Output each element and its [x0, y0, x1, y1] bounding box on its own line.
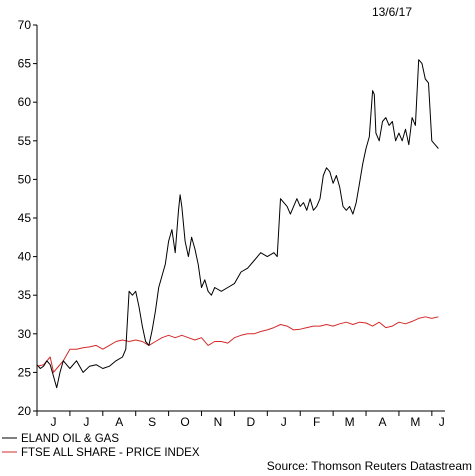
- x-tick-label: A: [378, 415, 386, 429]
- x-tick-label: O: [180, 415, 189, 429]
- x-tick-label: M: [345, 415, 355, 429]
- legend: ELAND OIL & GAS FTSE ALL SHARE - PRICE IN…: [2, 433, 200, 459]
- x-tick-label: A: [115, 415, 123, 429]
- series-layer: [36, 59, 439, 389]
- legend-label: FTSE ALL SHARE - PRICE INDEX: [21, 447, 200, 459]
- y-tick-label: 30: [18, 327, 32, 341]
- y-tick-label: 40: [18, 250, 32, 264]
- axes: 20 25 30 35 40 45 50 55 60 65 70 J J A S O N D J F M A M J: [18, 18, 445, 429]
- x-tick-label: J: [83, 415, 89, 429]
- y-tick-label: 55: [18, 134, 32, 148]
- y-tick-label: 65: [18, 57, 32, 71]
- x-tick-label: S: [148, 415, 156, 429]
- series-line-ftse-all-share-price-index: [36, 316, 439, 373]
- x-tick-label: J: [439, 415, 445, 429]
- y-tick-label: 25: [18, 365, 32, 379]
- y-tick-label: 50: [18, 172, 32, 186]
- series-line-eland-oil-gas: [36, 59, 439, 389]
- x-tick-label: F: [313, 415, 320, 429]
- legend-label: ELAND OIL & GAS: [21, 433, 119, 445]
- x-tick-label: D: [247, 415, 256, 429]
- x-tick-label: J: [50, 415, 56, 429]
- x-tick-label: N: [214, 415, 223, 429]
- y-tick-label: 45: [18, 211, 32, 225]
- date-label: 13/6/17: [372, 5, 412, 19]
- x-tick-label: J: [281, 415, 287, 429]
- y-tick-label: 60: [18, 95, 32, 109]
- y-tick-label: 20: [18, 404, 32, 418]
- source-note: Source: Thomson Reuters Datastream: [267, 459, 472, 473]
- x-tick-label: M: [410, 415, 420, 429]
- y-tick-label: 35: [18, 288, 32, 302]
- y-tick-label: 70: [18, 18, 32, 32]
